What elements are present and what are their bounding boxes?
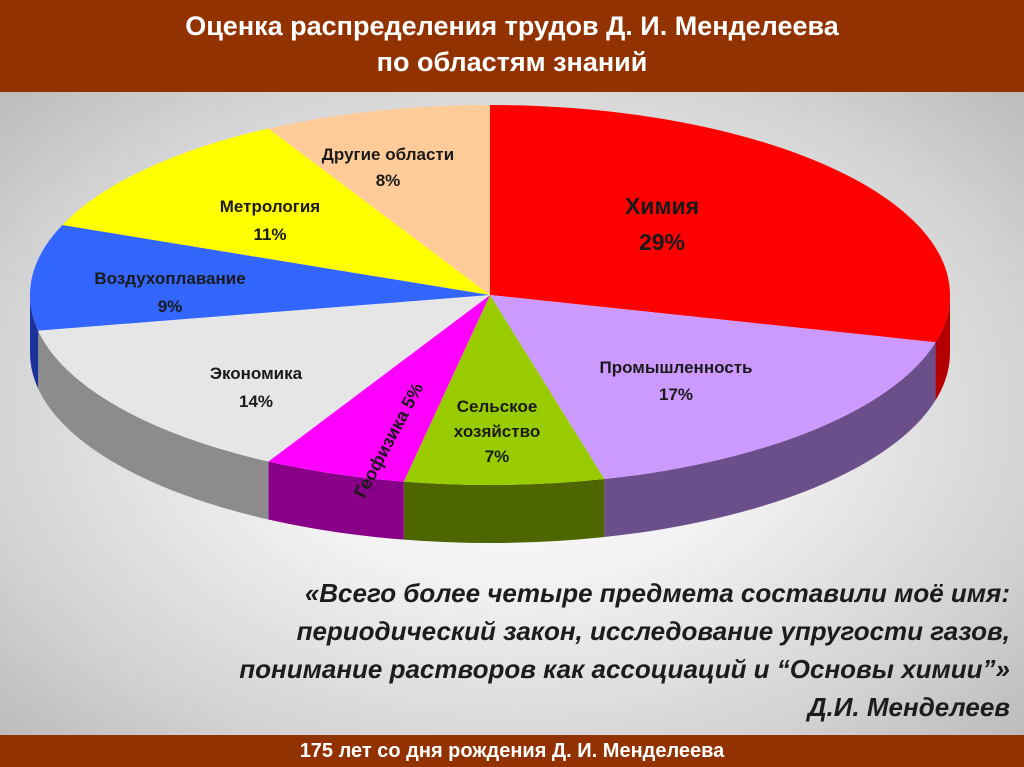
pie-slice-геофизика bbox=[268, 295, 490, 482]
pie-side-сельское-хозяйство bbox=[403, 479, 605, 543]
pie-slices bbox=[30, 105, 951, 485]
quote-author: Д.И. Менделеев bbox=[807, 692, 1010, 722]
pie-slice-другие-области bbox=[268, 105, 490, 295]
pie-label-метрология: Метрология 11% bbox=[220, 197, 320, 244]
pie-slice-метрология bbox=[62, 128, 491, 295]
pie-slice-экономика bbox=[38, 295, 491, 462]
pie-chart: Химия 29% Промышленность 17% Сельское хозяйст… bbox=[30, 105, 951, 543]
pie-label-сельское-хозяйство: Сельское хозяйство 7% bbox=[454, 397, 540, 466]
quote-line-3: понимание растворов как ассоциаций и “Ос… bbox=[239, 654, 1010, 684]
pie-side-воздухоплавание bbox=[30, 295, 39, 389]
pie-label-воздухоплавание: Воздухоплавание 9% bbox=[94, 269, 245, 316]
pie-label-химия: Химия 29% bbox=[625, 193, 699, 255]
pie-label-экономика: Экономика 14% bbox=[210, 364, 303, 411]
pie-slice-химия bbox=[490, 105, 951, 343]
page-title-line-1: Оценка распределения трудов Д. И. Мендел… bbox=[185, 11, 839, 41]
quote-line-2: периодический закон, исследование упруго… bbox=[296, 616, 1010, 646]
pie-side-геофизика bbox=[268, 461, 404, 540]
pie-slice-воздухоплавание bbox=[30, 225, 490, 331]
pie-slice-сельское-хозяйство bbox=[403, 295, 605, 485]
quote-block: «Всего более четыре предмета составили м… bbox=[10, 574, 1010, 726]
pie-label-другие-области: Другие области 8% bbox=[322, 145, 454, 190]
slide-content: Химия 29% Промышленность 17% Сельское хозяйст… bbox=[0, 92, 1024, 735]
slide-footer: 175 лет со дня рождения Д. И. Менделеева bbox=[0, 735, 1024, 767]
pie-side-экономика bbox=[38, 330, 269, 520]
pie-side-промышленность bbox=[604, 342, 936, 538]
page-title-line-2: по областям знаний bbox=[376, 47, 648, 77]
pie-sides bbox=[30, 295, 950, 543]
quote-line-1: «Всего более четыре предмета составили м… bbox=[304, 578, 1010, 608]
pie-label-промышленность: Промышленность 17% bbox=[600, 358, 753, 404]
pie-slice-промышленность bbox=[490, 295, 936, 480]
pie-side-химия bbox=[935, 295, 950, 401]
slide-header: Оценка распределения трудов Д. И. Мендел… bbox=[0, 0, 1024, 92]
